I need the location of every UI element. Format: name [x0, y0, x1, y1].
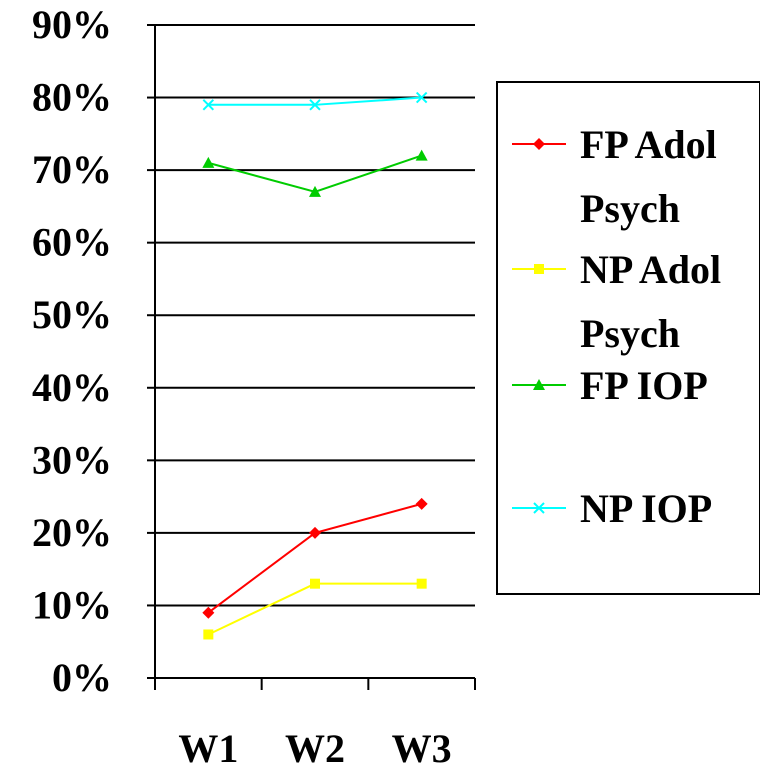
series-line [207, 582, 422, 636]
legend-entry: NP IOP [512, 486, 712, 531]
y-tick-label: 60% [32, 220, 112, 265]
legend-label: Psych [580, 186, 680, 231]
y-tick-label: 80% [32, 75, 112, 120]
data-point [202, 606, 215, 619]
data-point [309, 526, 321, 539]
data-point [202, 156, 215, 168]
legend-label: NP Adol [580, 247, 721, 292]
series-fp-iop [202, 149, 428, 197]
gridlines [155, 24, 475, 607]
data-point [415, 497, 428, 510]
y-tick-label: 20% [32, 510, 112, 555]
legend: FP Adol Psych NP Adol Psych FP IOP NP IOP [496, 81, 760, 595]
data-point [415, 149, 428, 161]
axes [147, 24, 476, 690]
y-tick-label: 90% [32, 2, 112, 47]
x-tick-labels: W1 W2 W3 [178, 726, 452, 771]
series-lines [202, 91, 428, 640]
legend-marker [533, 379, 545, 390]
marker-stroke [309, 99, 321, 111]
series-np-adol-psych [203, 578, 427, 640]
marker-stroke [202, 99, 215, 111]
legend-label: FP IOP [580, 363, 708, 408]
legend-marker [533, 138, 545, 150]
data-point [415, 91, 428, 104]
data-point [309, 99, 321, 111]
y-tick-label: 0% [52, 655, 112, 700]
y-tick-label: 50% [32, 292, 112, 337]
x-tick-label: W3 [392, 726, 452, 770]
series-fp-adol-psych [202, 497, 428, 619]
y-tick-label: 30% [32, 437, 112, 482]
marker-stroke [533, 502, 545, 514]
x-tick-label: W1 [178, 726, 238, 770]
data-point [202, 99, 215, 111]
marker-stroke [415, 91, 428, 104]
data-point [416, 578, 427, 589]
legend-label: Psych [580, 311, 680, 356]
data-point [309, 185, 321, 197]
legend-label: FP Adol [580, 122, 717, 167]
y-tick-label: 40% [32, 365, 112, 410]
y-tick-labels: 0% 10% 20% 30% 40% 50% 60% 70% 80% 90% [32, 2, 112, 700]
legend-marker [534, 264, 544, 274]
series-line [207, 502, 422, 614]
legend-entry: NP Adol Psych [512, 247, 721, 356]
series-np-iop [202, 91, 428, 111]
legend-marker [533, 502, 545, 514]
legend-entry: FP Adol Psych [512, 122, 717, 231]
y-tick-label: 10% [32, 582, 112, 627]
x-tick-label: W2 [285, 726, 345, 770]
y-tick-label: 70% [32, 147, 112, 192]
data-point [310, 578, 320, 589]
data-point [203, 629, 214, 640]
legend-label: NP IOP [580, 486, 712, 531]
legend-entry: FP IOP [512, 363, 708, 408]
